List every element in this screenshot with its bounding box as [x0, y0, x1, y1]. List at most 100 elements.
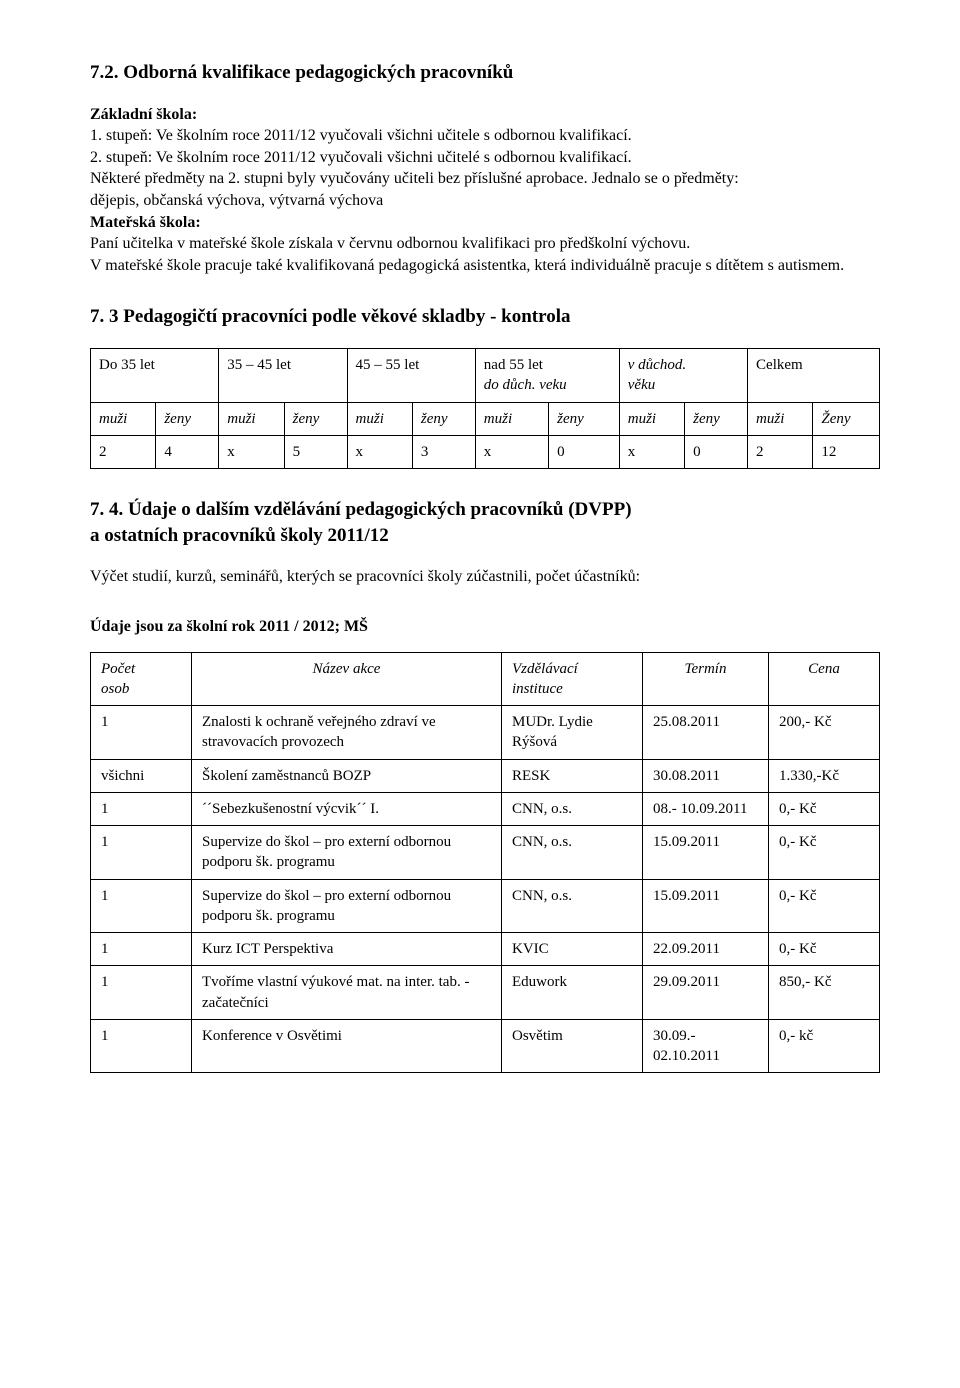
cell-nazev: Znalosti k ochraně veřejného zdraví ve s… [192, 706, 502, 760]
cell-pocet: 1 [91, 792, 192, 825]
table-row: 1Kurz ICT PerspektivaKVIC22.09.20110,- K… [91, 933, 880, 966]
table-row: 1Tvoříme vlastní výukové mat. na inter. … [91, 966, 880, 1020]
table-row: Do 35 let 35 – 45 let 45 – 55 let nad 55… [91, 349, 880, 403]
age-header-1: Do 35 let [91, 349, 219, 403]
cell-pocet: 1 [91, 826, 192, 880]
zs-label: Základní škola: [90, 104, 880, 126]
label-muzi: muži [91, 402, 156, 435]
cell-termin: 08.- 10.09.2011 [643, 792, 769, 825]
cell-cena: 0,- Kč [769, 792, 880, 825]
cell-termin: 22.09.2011 [643, 933, 769, 966]
cell-termin: 15.09.2011 [643, 826, 769, 880]
age-cell: 2 [748, 435, 813, 468]
age-header-5a: v důchod. [628, 357, 686, 373]
age-cell: 4 [156, 435, 219, 468]
cell-inst: CNN, o.s. [502, 792, 643, 825]
label-muzi: muži [619, 402, 684, 435]
cell-inst: MUDr. Lydie Rýšová [502, 706, 643, 760]
age-cell: x [219, 435, 284, 468]
table-row: Počet osob Název akce Vzdělávací institu… [91, 652, 880, 706]
cell-nazev: Konference v Osvětimi [192, 1019, 502, 1073]
table-row: 1Konference v OsvětimiOsvětim30.09.- 02.… [91, 1019, 880, 1073]
col-pocet: Počet osob [91, 652, 192, 706]
cell-termin: 15.09.2011 [643, 879, 769, 933]
table-row: 1Znalosti k ochraně veřejného zdraví ve … [91, 706, 880, 760]
age-cell: 0 [549, 435, 620, 468]
cell-pocet: 1 [91, 706, 192, 760]
cell-cena: 0,- kč [769, 1019, 880, 1073]
label-zeny: ženy [685, 402, 748, 435]
label-muzi: muži [475, 402, 548, 435]
ms-line-1: Paní učitelka v mateřské škole získala v… [90, 233, 880, 255]
cell-pocet: 1 [91, 1019, 192, 1073]
heading-7-4-line1: 7. 4. Údaje o dalším vzdělávání pedagogi… [90, 499, 632, 520]
col-termin: Termín [643, 652, 769, 706]
heading-7-4-line2: a ostatních pracovníků školy 2011/12 [90, 525, 389, 546]
cell-pocet: 1 [91, 966, 192, 1020]
label-zeny: ženy [412, 402, 475, 435]
table-row: 2 4 x 5 x 3 x 0 x 0 2 12 [91, 435, 880, 468]
col-pocet-l1: Počet [101, 661, 135, 677]
dvpp-subhead: Údaje jsou za školní rok 2011 / 2012; MŠ [90, 616, 880, 638]
age-header-5b: věku [628, 377, 655, 393]
table-row: 1Supervize do škol – pro externí odborno… [91, 826, 880, 880]
cell-cena: 0,- Kč [769, 826, 880, 880]
age-header-4: nad 55 let do důch. veku [475, 349, 619, 403]
label-muzi: muži [748, 402, 813, 435]
label-muzi: muži [219, 402, 284, 435]
age-cell: 5 [284, 435, 347, 468]
cell-cena: 0,- Kč [769, 933, 880, 966]
age-cell: x [619, 435, 684, 468]
cell-inst: Osvětim [502, 1019, 643, 1073]
cell-inst: KVIC [502, 933, 643, 966]
ms-label: Mateřská škola: [90, 212, 880, 234]
heading-7-3: 7. 3 Pedagogičtí pracovníci podle věkové… [90, 304, 880, 330]
age-header-4b: do důch. veku [484, 377, 567, 393]
zs-line-1: 1. stupeň: Ve školním roce 2011/12 vyučo… [90, 125, 880, 147]
table-row: 1´´Sebezkušenostní výcvik´´ I.CNN, o.s.0… [91, 792, 880, 825]
cell-nazev: Školení zaměstnanců BOZP [192, 759, 502, 792]
dvpp-intro: Výčet studií, kurzů, seminářů, kterých s… [90, 566, 880, 588]
col-cena: Cena [769, 652, 880, 706]
cell-pocet: 1 [91, 879, 192, 933]
cell-cena: 0,- Kč [769, 879, 880, 933]
label-zeny: ženy [284, 402, 347, 435]
col-nazev: Název akce [192, 652, 502, 706]
ms-line-2: V mateřské škole pracuje také kvalifikov… [90, 255, 880, 277]
age-header-5: v důchod. věku [619, 349, 747, 403]
dvpp-table: Počet osob Název akce Vzdělávací institu… [90, 652, 880, 1074]
label-zeny: ženy [549, 402, 620, 435]
table-row: 1Supervize do škol – pro externí odborno… [91, 879, 880, 933]
col-instituce: Vzdělávací instituce [502, 652, 643, 706]
age-cell: 0 [685, 435, 748, 468]
cell-inst: Eduwork [502, 966, 643, 1020]
cell-termin: 30.09.- 02.10.2011 [643, 1019, 769, 1073]
col-pocet-l2: osob [101, 681, 129, 697]
cell-nazev: Kurz ICT Perspektiva [192, 933, 502, 966]
age-header-2: 35 – 45 let [219, 349, 347, 403]
age-cell: 3 [412, 435, 475, 468]
label-muzi: muži [347, 402, 412, 435]
age-header-3: 45 – 55 let [347, 349, 475, 403]
cell-inst: CNN, o.s. [502, 826, 643, 880]
cell-nazev: Supervize do škol – pro externí odbornou… [192, 879, 502, 933]
cell-cena: 850,- Kč [769, 966, 880, 1020]
cell-termin: 30.08.2011 [643, 759, 769, 792]
heading-7-4: 7. 4. Údaje o dalším vzdělávání pedagogi… [90, 497, 880, 548]
cell-nazev: ´´Sebezkušenostní výcvik´´ I. [192, 792, 502, 825]
cell-pocet: 1 [91, 933, 192, 966]
cell-inst: RESK [502, 759, 643, 792]
age-cell: x [347, 435, 412, 468]
heading-7-2: 7.2. Odborná kvalifikace pedagogických p… [90, 60, 880, 86]
cell-pocet: všichni [91, 759, 192, 792]
cell-termin: 29.09.2011 [643, 966, 769, 1020]
zs-line-2: 2. stupeň: Ve školním roce 2011/12 vyučo… [90, 147, 880, 169]
age-header-6: Celkem [748, 349, 880, 403]
col-inst-l2: instituce [512, 681, 563, 697]
section-7-2-body: Základní škola: 1. stupeň: Ve školním ro… [90, 104, 880, 277]
table-row: všichniŠkolení zaměstnanců BOZPRESK30.08… [91, 759, 880, 792]
age-table: Do 35 let 35 – 45 let 45 – 55 let nad 55… [90, 348, 880, 469]
label-zeny: ženy [156, 402, 219, 435]
cell-inst: CNN, o.s. [502, 879, 643, 933]
col-inst-l1: Vzdělávací [512, 661, 578, 677]
